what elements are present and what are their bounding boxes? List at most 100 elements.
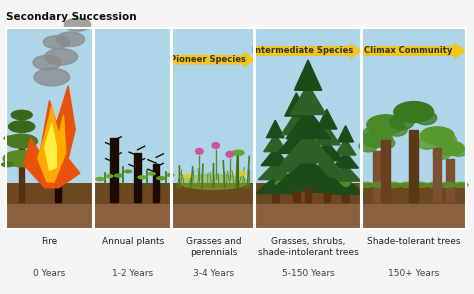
Ellipse shape bbox=[359, 182, 374, 188]
Ellipse shape bbox=[179, 175, 248, 189]
Ellipse shape bbox=[417, 137, 437, 149]
Ellipse shape bbox=[440, 182, 455, 188]
Polygon shape bbox=[304, 173, 349, 193]
Text: Secondary Succession: Secondary Succession bbox=[6, 11, 137, 21]
Ellipse shape bbox=[125, 170, 132, 173]
Bar bbox=[173, 183, 255, 204]
Ellipse shape bbox=[232, 150, 244, 156]
Bar bbox=[433, 148, 441, 202]
Text: 5-150 Years: 5-150 Years bbox=[282, 269, 335, 278]
Ellipse shape bbox=[4, 136, 16, 141]
Bar bbox=[446, 159, 455, 202]
Ellipse shape bbox=[367, 115, 404, 135]
Bar bbox=[255, 183, 361, 204]
Ellipse shape bbox=[413, 182, 428, 188]
Polygon shape bbox=[261, 148, 290, 166]
Bar bbox=[110, 138, 118, 202]
Polygon shape bbox=[285, 93, 308, 116]
Ellipse shape bbox=[45, 49, 78, 65]
Ellipse shape bbox=[196, 148, 203, 154]
Polygon shape bbox=[286, 108, 330, 139]
Bar bbox=[362, 183, 466, 204]
Bar bbox=[55, 121, 61, 202]
Bar bbox=[173, 28, 255, 228]
Polygon shape bbox=[335, 139, 356, 155]
Ellipse shape bbox=[359, 141, 377, 152]
Polygon shape bbox=[258, 162, 292, 180]
Text: 150+ Years: 150+ Years bbox=[388, 269, 439, 278]
Ellipse shape bbox=[183, 174, 192, 178]
Bar bbox=[173, 188, 255, 228]
Polygon shape bbox=[310, 141, 343, 161]
Ellipse shape bbox=[331, 180, 350, 187]
Text: Grasses, shrubs,
shade-intolerant trees: Grasses, shrubs, shade-intolerant trees bbox=[258, 237, 358, 257]
Ellipse shape bbox=[454, 182, 468, 188]
Bar bbox=[6, 28, 93, 228]
Bar bbox=[154, 164, 159, 202]
Ellipse shape bbox=[362, 131, 392, 147]
Text: Shade-tolerant trees: Shade-tolerant trees bbox=[367, 237, 460, 246]
Ellipse shape bbox=[386, 123, 407, 136]
Ellipse shape bbox=[390, 115, 414, 130]
Text: 0 Years: 0 Years bbox=[33, 269, 65, 278]
Bar bbox=[255, 188, 361, 228]
Ellipse shape bbox=[43, 36, 70, 49]
Bar bbox=[272, 189, 279, 202]
Polygon shape bbox=[38, 106, 66, 182]
Bar bbox=[6, 188, 93, 228]
Polygon shape bbox=[362, 44, 465, 58]
Ellipse shape bbox=[11, 110, 32, 120]
Bar bbox=[362, 28, 466, 228]
Ellipse shape bbox=[106, 175, 113, 178]
Text: Grasses and
perennials: Grasses and perennials bbox=[186, 237, 241, 257]
Ellipse shape bbox=[433, 149, 450, 159]
Polygon shape bbox=[173, 53, 255, 67]
Polygon shape bbox=[314, 125, 340, 145]
Ellipse shape bbox=[308, 180, 327, 187]
Bar bbox=[293, 185, 300, 202]
Ellipse shape bbox=[64, 18, 91, 31]
Text: Climax Community: Climax Community bbox=[364, 46, 453, 55]
Bar bbox=[6, 183, 93, 204]
Ellipse shape bbox=[226, 151, 234, 157]
Polygon shape bbox=[330, 165, 361, 181]
Bar bbox=[94, 28, 172, 228]
Polygon shape bbox=[45, 124, 56, 170]
Ellipse shape bbox=[34, 69, 70, 86]
Bar bbox=[134, 153, 141, 202]
Ellipse shape bbox=[415, 111, 437, 125]
Ellipse shape bbox=[427, 182, 441, 188]
Polygon shape bbox=[271, 167, 322, 191]
Ellipse shape bbox=[167, 174, 174, 176]
Ellipse shape bbox=[237, 171, 246, 175]
Ellipse shape bbox=[148, 173, 155, 175]
Polygon shape bbox=[337, 126, 354, 142]
Polygon shape bbox=[328, 178, 364, 194]
Ellipse shape bbox=[212, 143, 219, 148]
Bar bbox=[373, 151, 382, 202]
Bar bbox=[173, 28, 255, 188]
Bar bbox=[324, 188, 330, 202]
Polygon shape bbox=[282, 133, 334, 163]
Polygon shape bbox=[24, 86, 80, 188]
Ellipse shape bbox=[420, 127, 454, 144]
Polygon shape bbox=[274, 149, 319, 172]
Bar bbox=[382, 140, 390, 202]
Ellipse shape bbox=[9, 121, 35, 132]
Polygon shape bbox=[308, 157, 346, 177]
Ellipse shape bbox=[275, 180, 294, 187]
Polygon shape bbox=[281, 111, 311, 135]
Ellipse shape bbox=[27, 151, 39, 155]
Polygon shape bbox=[333, 152, 358, 168]
Ellipse shape bbox=[157, 177, 165, 180]
Ellipse shape bbox=[115, 174, 123, 177]
Polygon shape bbox=[266, 120, 284, 138]
Ellipse shape bbox=[378, 138, 395, 148]
Bar bbox=[255, 28, 361, 228]
Ellipse shape bbox=[438, 134, 456, 146]
Polygon shape bbox=[255, 176, 295, 193]
Bar bbox=[342, 190, 349, 202]
Ellipse shape bbox=[363, 126, 386, 141]
Polygon shape bbox=[264, 134, 287, 152]
Polygon shape bbox=[278, 157, 338, 187]
